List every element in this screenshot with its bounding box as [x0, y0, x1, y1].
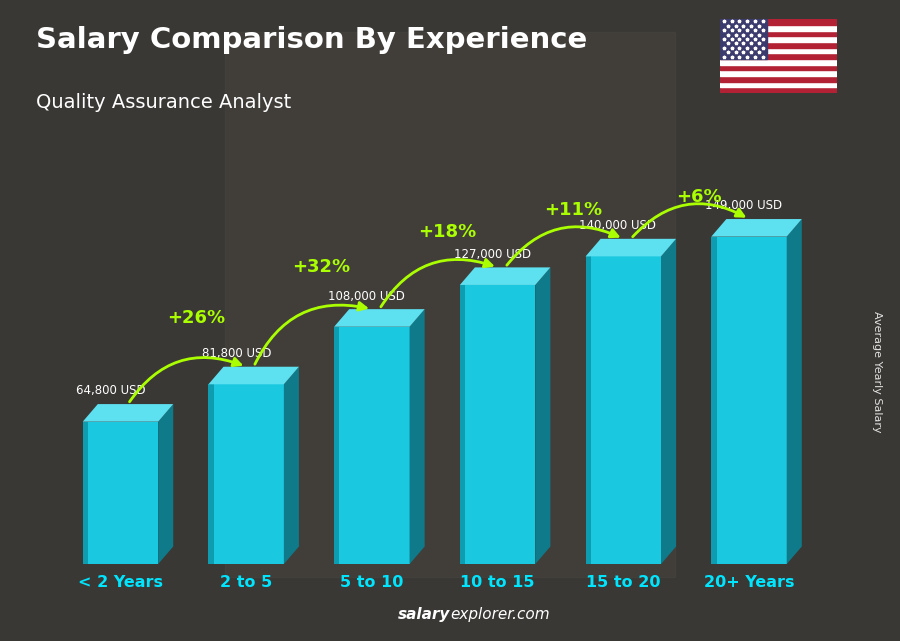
- Text: 127,000 USD: 127,000 USD: [454, 248, 531, 261]
- Bar: [711, 237, 787, 564]
- Polygon shape: [158, 404, 173, 564]
- Polygon shape: [284, 367, 299, 564]
- Bar: [586, 256, 591, 564]
- Bar: [720, 81, 837, 87]
- Text: +18%: +18%: [418, 223, 476, 241]
- Text: 108,000 USD: 108,000 USD: [328, 290, 405, 303]
- Bar: [83, 422, 88, 564]
- Bar: [720, 59, 837, 65]
- Bar: [720, 31, 837, 37]
- Bar: [83, 422, 158, 564]
- Polygon shape: [536, 267, 551, 564]
- Bar: [720, 25, 837, 31]
- Text: 149,000 USD: 149,000 USD: [705, 199, 782, 212]
- Polygon shape: [410, 309, 425, 564]
- Text: explorer.com: explorer.com: [450, 607, 550, 622]
- Polygon shape: [787, 219, 802, 564]
- Text: +6%: +6%: [676, 188, 722, 206]
- Bar: [720, 19, 767, 59]
- Bar: [720, 19, 837, 25]
- Bar: [711, 237, 716, 564]
- Bar: [209, 385, 284, 564]
- Text: +26%: +26%: [166, 310, 225, 328]
- Polygon shape: [460, 267, 551, 285]
- Bar: [720, 47, 837, 53]
- Bar: [460, 285, 536, 564]
- Text: Salary Comparison By Experience: Salary Comparison By Experience: [36, 26, 587, 54]
- Bar: [225, 32, 675, 577]
- Polygon shape: [209, 367, 299, 385]
- Text: 81,800 USD: 81,800 USD: [202, 347, 272, 360]
- Polygon shape: [661, 239, 676, 564]
- Text: 64,800 USD: 64,800 USD: [76, 385, 146, 397]
- Bar: [460, 285, 465, 564]
- Polygon shape: [586, 239, 676, 256]
- Bar: [720, 87, 837, 93]
- Polygon shape: [334, 309, 425, 327]
- Text: +32%: +32%: [292, 258, 351, 276]
- Text: Quality Assurance Analyst: Quality Assurance Analyst: [36, 93, 292, 112]
- Polygon shape: [711, 219, 802, 237]
- Text: 140,000 USD: 140,000 USD: [580, 219, 656, 232]
- Bar: [720, 76, 837, 81]
- Bar: [334, 327, 339, 564]
- Bar: [720, 65, 837, 71]
- Bar: [586, 256, 661, 564]
- Polygon shape: [83, 404, 173, 422]
- Bar: [720, 37, 837, 42]
- Bar: [720, 42, 837, 47]
- Bar: [720, 53, 837, 59]
- Text: Average Yearly Salary: Average Yearly Salary: [872, 311, 883, 433]
- Bar: [209, 385, 213, 564]
- Bar: [334, 327, 410, 564]
- Bar: [720, 71, 837, 76]
- Text: salary: salary: [398, 607, 450, 622]
- Text: +11%: +11%: [544, 201, 602, 219]
